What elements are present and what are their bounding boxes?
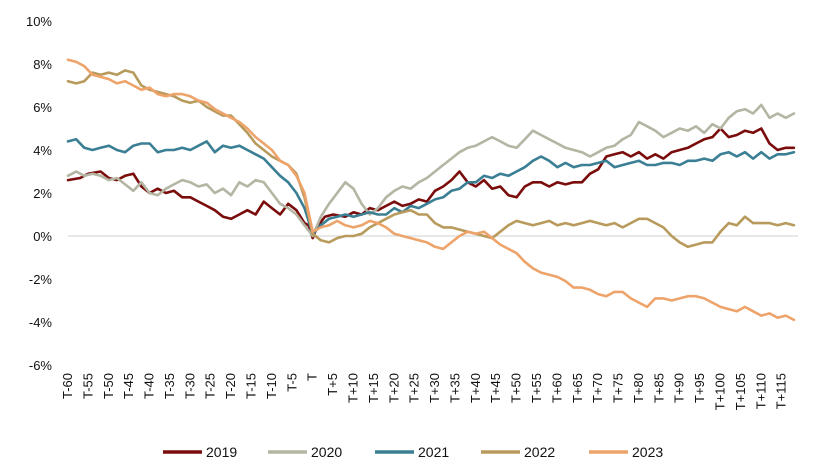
x-tick-label: T-40 <box>142 373 157 399</box>
x-tick-label: T-35 <box>162 373 177 399</box>
x-tick-label: T+110 <box>753 373 768 409</box>
series-line-2023 <box>66 58 796 322</box>
series-line-2019 <box>66 127 796 240</box>
x-tick-label: T+115 <box>774 373 789 409</box>
y-tick-label: 2% <box>33 186 52 201</box>
x-tick-label: T-15 <box>244 373 259 399</box>
legend: 2019 2020 2021 2022 2023 <box>163 444 663 460</box>
x-tick-label: T-60 <box>60 373 75 399</box>
x-tick-label: T+20 <box>386 373 401 403</box>
x-tick-label: T-25 <box>203 373 218 399</box>
y-tick-label: 0% <box>33 229 52 244</box>
x-tick-label: T+105 <box>733 373 748 410</box>
y-axis: -6% -4% -2% 0% 2% 4% 6% 8% 10% <box>26 14 52 373</box>
x-tick-label: T+75 <box>611 373 626 403</box>
x-tick-label: T-30 <box>182 373 197 399</box>
series-line-2021 <box>66 138 796 236</box>
x-tick-label: T+35 <box>447 373 462 403</box>
y-tick-label: 4% <box>33 143 52 158</box>
series-line-2022 <box>66 69 796 249</box>
y-tick-label: 10% <box>26 14 52 29</box>
legend-label-2020: 2020 <box>311 444 342 460</box>
x-tick-label: T-50 <box>101 373 116 399</box>
y-tick-label: 6% <box>33 100 52 115</box>
x-tick-label: T+5 <box>325 373 340 396</box>
legend-label-2023: 2023 <box>632 444 663 460</box>
x-tick-label: T+95 <box>692 373 707 403</box>
x-tick-label: T+10 <box>345 373 360 403</box>
x-tick-label: T+70 <box>590 373 605 403</box>
y-tick-label: 8% <box>33 57 52 72</box>
x-tick-label: T+85 <box>651 373 666 403</box>
x-tick-label: T+65 <box>570 373 585 403</box>
x-tick-label: T+55 <box>529 373 544 403</box>
x-tick-label: T-10 <box>264 373 279 399</box>
x-tick-label: T+60 <box>549 373 564 403</box>
series-line-2020 <box>66 103 796 238</box>
x-tick-label: T+80 <box>631 373 646 403</box>
x-tick-label: T+25 <box>407 373 422 403</box>
x-tick-label: T-5 <box>284 373 299 392</box>
y-tick-label: -6% <box>29 358 53 373</box>
x-tick-label: T+100 <box>713 373 728 410</box>
y-tick-label: -2% <box>29 272 53 287</box>
x-tick-label: T+15 <box>366 373 381 403</box>
legend-label-2022: 2022 <box>524 444 555 460</box>
x-tick-label: T+40 <box>468 373 483 403</box>
x-tick-label: T-45 <box>121 373 136 399</box>
x-axis: T-60 T-55 T-50 T-45 T-40 T-35 T-30 T-25 T-20 T-15… <box>60 373 789 410</box>
x-tick-label: T+30 <box>427 373 442 403</box>
x-tick-label: T <box>305 373 320 381</box>
series-lines <box>66 58 796 322</box>
legend-label-2021: 2021 <box>418 444 449 460</box>
x-tick-label: T+50 <box>509 373 524 403</box>
x-tick-label: T-20 <box>223 373 238 399</box>
y-tick-label: -4% <box>29 315 53 330</box>
x-tick-label: T+90 <box>672 373 687 403</box>
legend-label-2019: 2019 <box>206 444 237 460</box>
x-tick-label: T+45 <box>488 373 503 403</box>
x-tick-label: T-55 <box>80 373 95 399</box>
